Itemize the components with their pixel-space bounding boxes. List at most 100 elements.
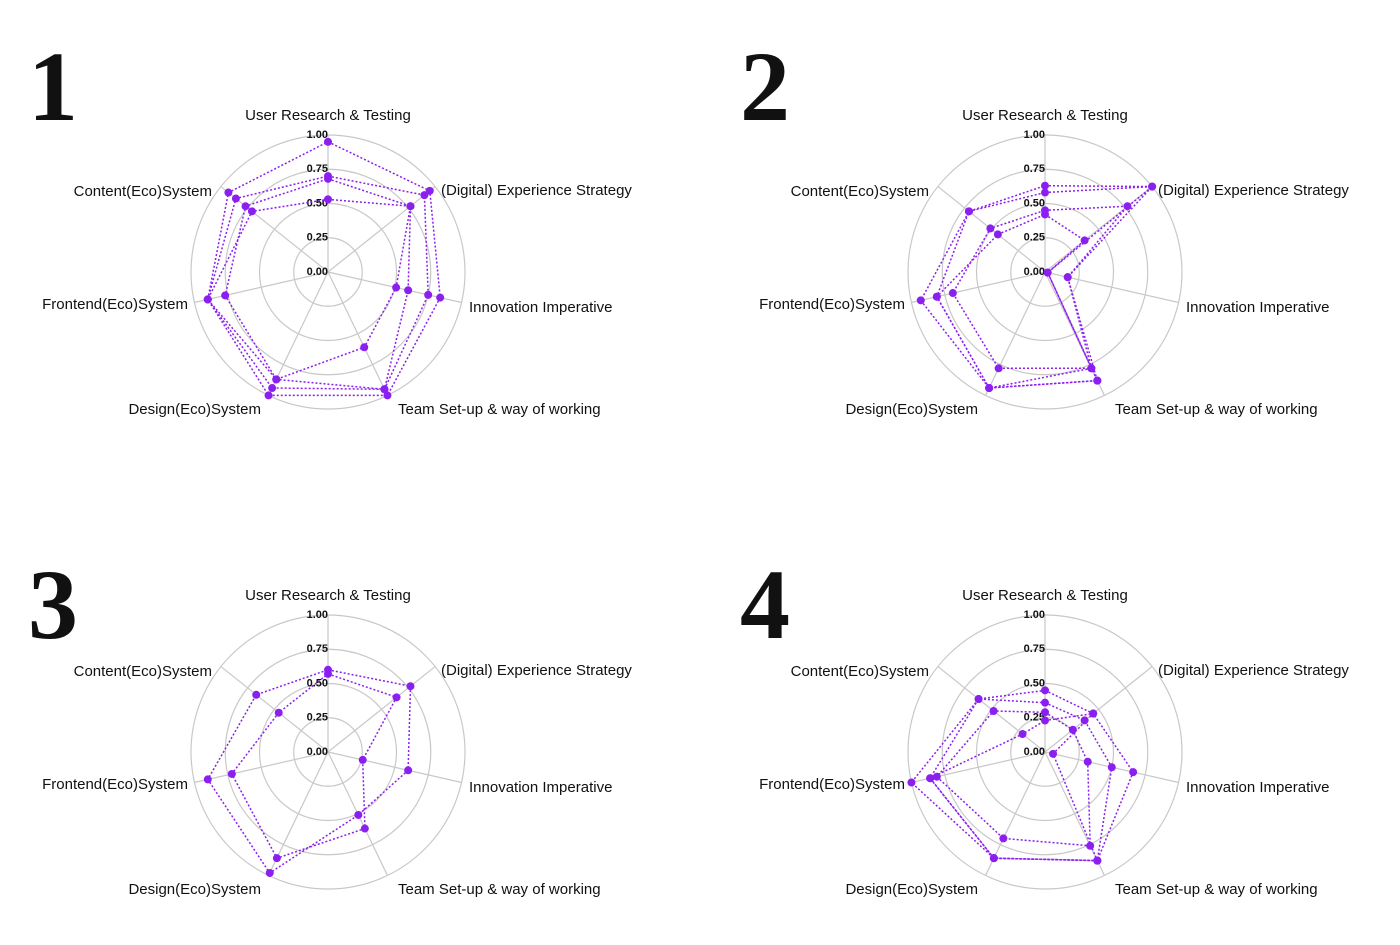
data-point	[406, 682, 415, 691]
data-point	[203, 775, 212, 784]
series-line	[951, 205, 1130, 370]
data-point	[926, 774, 935, 783]
data-point	[1041, 708, 1049, 717]
data-point	[1049, 749, 1058, 758]
axis-label: Team Set-up & way of working	[1115, 881, 1318, 898]
data-point	[994, 364, 1003, 373]
data-point	[1093, 376, 1102, 385]
axis-label: Team Set-up & way of working	[398, 881, 601, 898]
series-line	[224, 178, 412, 381]
data-point	[247, 207, 256, 216]
data-point	[264, 391, 273, 400]
axis-label: User Research & Testing	[245, 587, 411, 604]
data-point	[424, 290, 433, 299]
radar-chart: 3 User Research & Testing (Digital) Experi…	[28, 549, 632, 898]
data-point	[1080, 716, 1089, 725]
axis-label: Frontend(Eco)System	[759, 296, 905, 313]
axis-label: Frontend(Eco)System	[42, 296, 188, 313]
data-point	[268, 384, 277, 393]
data-point	[1129, 768, 1138, 777]
data-point	[916, 296, 925, 305]
data-point	[1041, 716, 1049, 725]
data-point	[231, 194, 240, 203]
data-point	[420, 191, 429, 200]
data-point	[1041, 698, 1049, 707]
panel-label: 4	[740, 549, 790, 660]
data-point	[274, 708, 283, 717]
data-point	[436, 293, 445, 302]
panel-label: 3	[28, 549, 78, 660]
data-point	[358, 755, 367, 764]
data-point	[1043, 268, 1052, 277]
data-point	[907, 778, 916, 787]
series-line	[929, 698, 1113, 862]
data-point	[1148, 182, 1157, 191]
series-line	[230, 673, 398, 860]
data-point	[404, 286, 413, 295]
data-point	[1068, 725, 1077, 734]
tick-label: 0.00	[307, 746, 328, 758]
data-point	[999, 834, 1008, 843]
data-point	[1018, 730, 1027, 739]
spoke	[194, 751, 329, 784]
data-point	[964, 207, 973, 216]
data-point	[1041, 188, 1049, 197]
data-point	[252, 690, 261, 699]
tick-label: 0.50	[1024, 677, 1045, 689]
data-point	[360, 824, 369, 833]
data-point	[383, 391, 392, 400]
data-point	[404, 766, 413, 775]
series-line	[910, 689, 1135, 862]
tick-label: 0.00	[1024, 746, 1045, 758]
tick-label: 1.00	[307, 129, 328, 141]
data-point	[272, 854, 281, 863]
axis-label: Content(Eco)System	[74, 183, 212, 200]
tick-label: 1.00	[1024, 129, 1045, 141]
spoke	[268, 271, 329, 396]
data-point	[1083, 757, 1092, 766]
radar-chart: 4 User Research & Testing (Digital) Experi…	[740, 549, 1349, 898]
axis-label: Frontend(Eco)System	[42, 776, 188, 793]
data-point	[989, 854, 998, 863]
data-point	[360, 343, 369, 352]
data-point	[932, 292, 941, 301]
spoke	[1044, 271, 1105, 396]
data-point	[265, 868, 274, 877]
data-point	[1063, 273, 1072, 282]
data-point	[1086, 841, 1095, 850]
axis-label: (Digital) Experience Strategy	[441, 182, 632, 199]
data-point	[203, 295, 212, 304]
axis-label: Innovation Imperative	[469, 299, 612, 316]
data-point	[324, 195, 332, 204]
series-line	[206, 198, 412, 391]
tick-label: 1.00	[307, 609, 328, 621]
axis-label: User Research & Testing	[245, 107, 411, 124]
tick-label: 0.75	[1024, 643, 1045, 655]
spoke	[327, 271, 388, 396]
spoke	[1044, 751, 1105, 876]
tick-label: 1.00	[1024, 609, 1045, 621]
series-line	[206, 669, 412, 875]
data-point	[221, 291, 230, 300]
data-point	[1123, 202, 1132, 211]
spoke	[327, 666, 436, 753]
axis-label: Team Set-up & way of working	[398, 401, 601, 418]
data-point	[1041, 181, 1049, 190]
axis-label: Innovation Imperative	[1186, 299, 1329, 316]
spoke	[985, 271, 1046, 396]
data-point	[1093, 856, 1102, 865]
series-line	[935, 185, 1155, 389]
axis-label: Innovation Imperative	[1186, 779, 1329, 796]
series-line	[928, 712, 1099, 862]
data-point	[974, 695, 983, 704]
spoke	[220, 666, 329, 753]
data-point	[425, 186, 434, 195]
data-point	[392, 283, 401, 292]
axis-label: Design(Eco)System	[845, 881, 978, 898]
axis-label: Content(Eco)System	[791, 663, 929, 680]
series-line	[935, 213, 1099, 389]
radar-chart: 2 User Research & Testing (Digital) Experi…	[740, 31, 1349, 418]
axis-label: Content(Eco)System	[791, 183, 929, 200]
data-point	[1041, 686, 1049, 695]
